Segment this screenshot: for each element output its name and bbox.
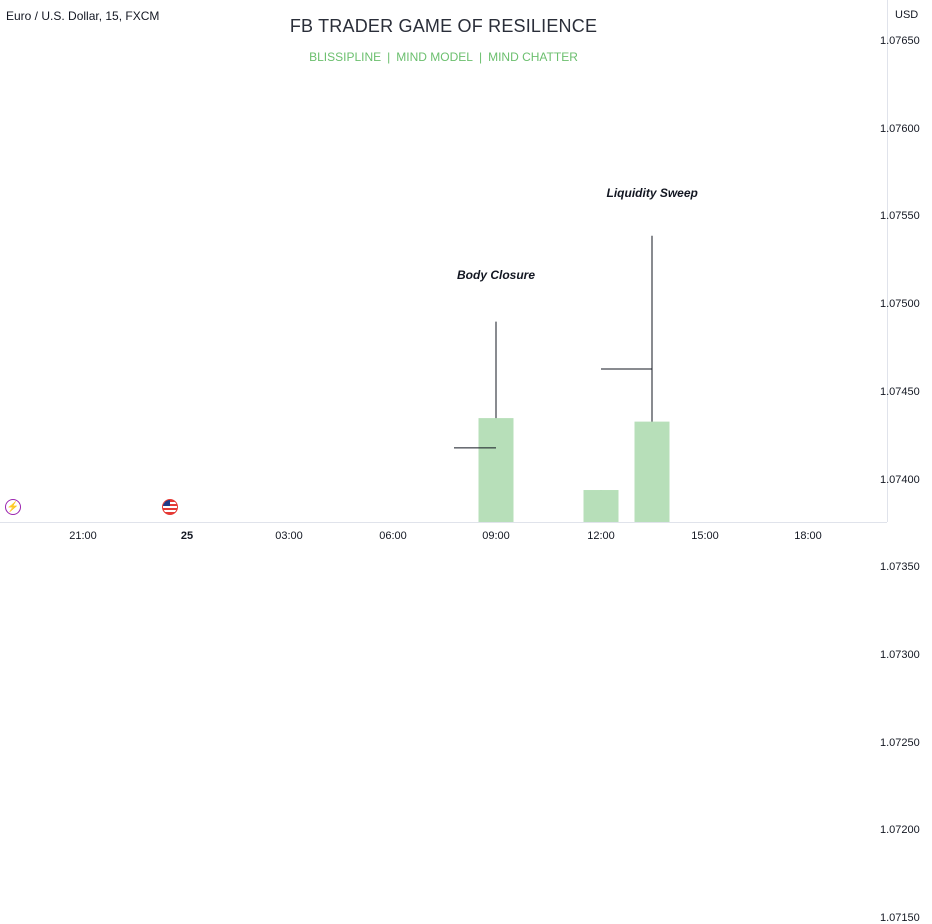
time-tick-label: 03:00 <box>275 530 303 542</box>
currency-label: USD <box>895 9 919 21</box>
subtitle-separator: | <box>478 50 483 64</box>
price-tick-label: 1.07250 <box>880 736 920 749</box>
price-tick-label: 1.07550 <box>880 210 920 223</box>
us-flag-icon[interactable] <box>162 499 178 515</box>
price-tick-label: 1.07350 <box>880 561 920 574</box>
price-tick-label: 1.07450 <box>880 385 920 398</box>
annotation-label: Liquidity Sweep <box>606 185 698 200</box>
subtitle-item-mind-chatter: MIND CHATTER <box>488 50 578 64</box>
subtitle-item-blissipline: BLISSIPLINE <box>309 50 382 64</box>
candle-body <box>583 490 619 522</box>
indicator-title: FB TRADER GAME OF RESILIENCE <box>289 16 598 36</box>
time-tick-label: 25 <box>180 530 194 542</box>
candle-body <box>478 418 514 522</box>
time-tick-label: 12:00 <box>587 530 615 542</box>
price-tick-label: 1.07500 <box>880 298 920 311</box>
candlestick-chart[interactable] <box>0 0 887 522</box>
annotation-label: Body Closure <box>457 268 536 283</box>
price-tick-label: 1.07600 <box>880 122 920 135</box>
price-tick-label: 1.07400 <box>880 473 920 486</box>
time-tick-label: 06:00 <box>379 530 407 542</box>
price-axis[interactable] <box>887 0 932 522</box>
indicator-subtitle: BLISSIPLINE | MIND MODEL | MIND CHATTER <box>0 50 887 64</box>
price-tick-label: 1.07650 <box>880 35 920 47</box>
time-tick-label: 21:00 <box>69 530 97 542</box>
symbol-title: Euro / U.S. Dollar, 15, FXCM <box>6 9 160 23</box>
subtitle-separator: | <box>387 50 391 64</box>
price-tick-label: 1.07300 <box>880 648 920 661</box>
candle-body <box>634 421 670 522</box>
subtitle-item-mind-model: MIND MODEL <box>396 50 473 64</box>
price-tick-label: 1.07150 <box>880 912 920 924</box>
price-tick-label: 1.07200 <box>880 824 920 837</box>
time-axis[interactable] <box>0 522 887 551</box>
time-tick-label: 09:00 <box>482 530 510 542</box>
lightning-bolt-icon[interactable]: ⚡ <box>5 499 21 515</box>
time-tick-label: 15:00 <box>691 530 719 542</box>
time-tick-label: 18:00 <box>794 530 822 542</box>
